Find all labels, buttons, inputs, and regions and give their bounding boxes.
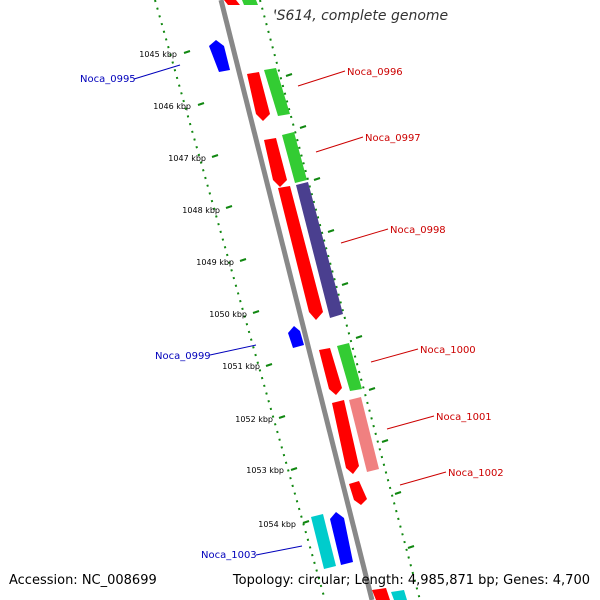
scale-tick-outer: [381, 439, 389, 443]
label-noca-0998: Noca_0998: [390, 225, 446, 236]
label-noca-1001: Noca_1001: [436, 412, 492, 423]
gene-noca-1002: [349, 481, 367, 505]
gene-feature-top-red: [224, 0, 240, 5]
scale-tick: [302, 520, 310, 524]
label-noca-0995: Noca_0995: [80, 74, 136, 85]
label-noca-0996: Noca_0996: [347, 67, 403, 78]
accession-text: Accession: NC_008699: [9, 573, 157, 588]
gene-noca-0997: [282, 132, 307, 183]
leader-noca-0995: [133, 64, 181, 80]
leader-noca-1000: [370, 348, 419, 363]
gene-feature-top-green: [242, 0, 258, 5]
label-noca-0997: Noca_0997: [365, 133, 421, 144]
scale-labels: 1045 kbp 1046 kbp 1047 kbp 1048 kbp 1049 kbp…: [139, 50, 296, 529]
leader-noca-1002: [399, 471, 447, 486]
gene-noca-1000-cds: [319, 348, 342, 395]
leader-noca-0998: [340, 228, 389, 244]
scale-tick: [225, 205, 233, 209]
gene-noca-0995: [209, 40, 230, 72]
genome-stats-text: Topology: circular; Length: 4,985,871 bp…: [232, 573, 590, 588]
label-noca-1002: Noca_1002: [448, 468, 504, 479]
leader-noca-0996: [297, 70, 346, 87]
gene-noca-1003-cyan: [311, 514, 336, 569]
leader-noca-1003: [255, 545, 303, 556]
scale-ticks: [183, 50, 415, 549]
scale-tick-outer: [313, 177, 321, 181]
gene-noca-0997-cds: [264, 138, 287, 187]
scale-label: 1054 kbp: [258, 520, 296, 529]
leader-noca-0999: [209, 344, 257, 356]
leader-noca-0997: [315, 136, 364, 153]
scale-tick: [239, 258, 247, 262]
scale-tick: [290, 467, 298, 471]
scale-tick: [183, 50, 191, 54]
scale-label: 1050 kbp: [209, 310, 247, 319]
gene-noca-0996: [264, 68, 290, 116]
scale-label: 1045 kbp: [139, 50, 177, 59]
scale-tick-outer: [368, 387, 376, 391]
scale-label: 1047 kbp: [168, 154, 206, 163]
gene-noca-1001: [349, 397, 379, 472]
gene-noca-0999: [288, 326, 304, 348]
gene-noca-1000: [337, 343, 362, 391]
gene-noca-1001-cds: [332, 400, 359, 474]
scale-tick-outer: [341, 282, 349, 286]
scale-tick-outer: [285, 73, 293, 77]
scale-label: 1049 kbp: [196, 258, 234, 267]
scale-tick-outer: [299, 125, 307, 129]
leader-noca-1001: [386, 415, 435, 430]
scale-tick-outer: [327, 229, 335, 233]
scale-tick: [197, 102, 205, 106]
scale-tick: [252, 310, 260, 314]
scale-tick-outer: [407, 545, 415, 549]
scale-tick-outer: [355, 335, 363, 339]
scale-label: 1048 kbp: [182, 206, 220, 215]
scale-label: 1046 kbp: [153, 102, 191, 111]
scale-tick-outer: [394, 491, 402, 495]
gene-noca-0996-cds: [247, 72, 270, 121]
scale-label: 1051 kbp: [222, 362, 260, 371]
genome-backbone: [218, 0, 375, 600]
gene-noca-0998: [296, 182, 343, 318]
scale-tick: [211, 154, 219, 158]
scale-tick: [278, 415, 286, 419]
gene-noca-0998-cds: [278, 186, 323, 320]
label-noca-0999: Noca_0999: [155, 351, 211, 362]
scale-label: 1052 kbp: [235, 415, 273, 424]
label-noca-1000: Noca_1000: [420, 345, 476, 356]
gene-feature-bottom-cyan: [391, 590, 407, 600]
label-noca-1003: Noca_1003: [201, 550, 257, 561]
scale-label: 1053 kbp: [246, 466, 284, 475]
gene-noca-1003: [330, 512, 353, 565]
gene-feature-bottom-red: [372, 588, 390, 600]
scale-tick: [265, 363, 273, 367]
